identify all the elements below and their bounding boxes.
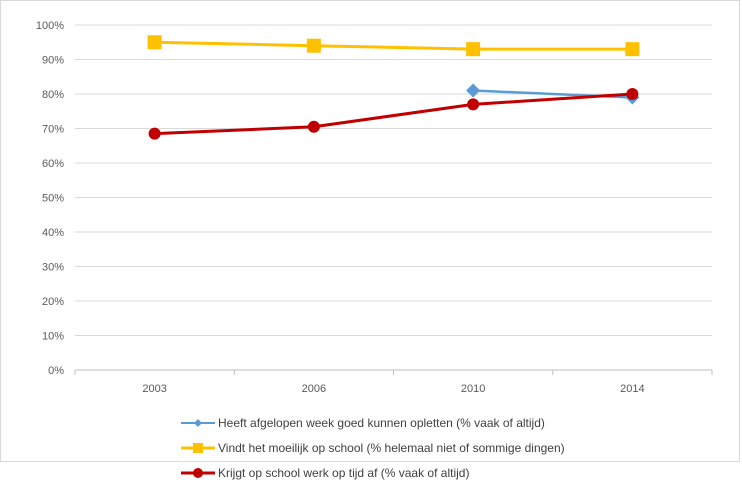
y-tick-label: 100% <box>36 20 64 32</box>
data-point-circle <box>148 127 161 140</box>
data-point-square <box>147 35 162 50</box>
data-point-diamond <box>466 83 481 98</box>
y-tick-label: 10% <box>42 331 64 343</box>
axes: 0% 10% 20% 30% 40% 50% 60% 70% 80% 90% 100% 2003 200… <box>36 20 713 395</box>
data-point-circle <box>626 88 639 100</box>
legend-label: Vindt het moeilijk op school (% helemaal… <box>218 440 565 455</box>
legend-item-difficulty: Vindt het moeilijk op school (% helemaal… <box>180 435 565 460</box>
series-lines <box>154 40 633 136</box>
y-tick-label: 0% <box>48 365 64 377</box>
x-tick-label: 2010 <box>461 383 485 395</box>
data-point-circle <box>467 98 480 111</box>
legend-swatch-circle-icon <box>181 467 215 478</box>
series-line <box>154 40 633 51</box>
chart-frame <box>0 0 740 462</box>
y-tick-label: 80% <box>42 89 64 101</box>
y-tick-label: 20% <box>42 296 64 308</box>
series-markers <box>147 35 640 140</box>
x-tick-label: 2014 <box>620 383 644 395</box>
legend-label: Krijgt op school werk op tijd af (% vaak… <box>218 465 470 480</box>
legend-item-work-on-time: Krijgt op school werk op tijd af (% vaak… <box>180 460 565 485</box>
legend-item-attention: Heeft afgelopen week goed kunnen oplette… <box>180 410 565 435</box>
y-tick-label: 40% <box>42 227 64 239</box>
legend-label: Heeft afgelopen week goed kunnen oplette… <box>218 415 545 430</box>
y-tick-label: 60% <box>42 158 64 170</box>
data-point-circle <box>307 120 320 133</box>
data-point-square <box>306 38 321 53</box>
y-tick-label: 50% <box>42 193 64 205</box>
y-tick-label: 70% <box>42 124 64 136</box>
x-tick-label: 2006 <box>302 383 326 395</box>
legend: Heeft afgelopen week goed kunnen oplette… <box>180 410 565 485</box>
gridlines <box>75 24 712 336</box>
x-tick-label: 2003 <box>142 383 166 395</box>
series-line <box>154 92 633 136</box>
legend-swatch-diamond-icon <box>181 418 215 427</box>
y-tick-label: 30% <box>42 262 64 274</box>
data-point-square <box>466 42 481 57</box>
legend-swatch-square-icon <box>181 442 215 453</box>
y-tick-label: 90% <box>42 55 64 67</box>
data-point-square <box>625 42 640 57</box>
